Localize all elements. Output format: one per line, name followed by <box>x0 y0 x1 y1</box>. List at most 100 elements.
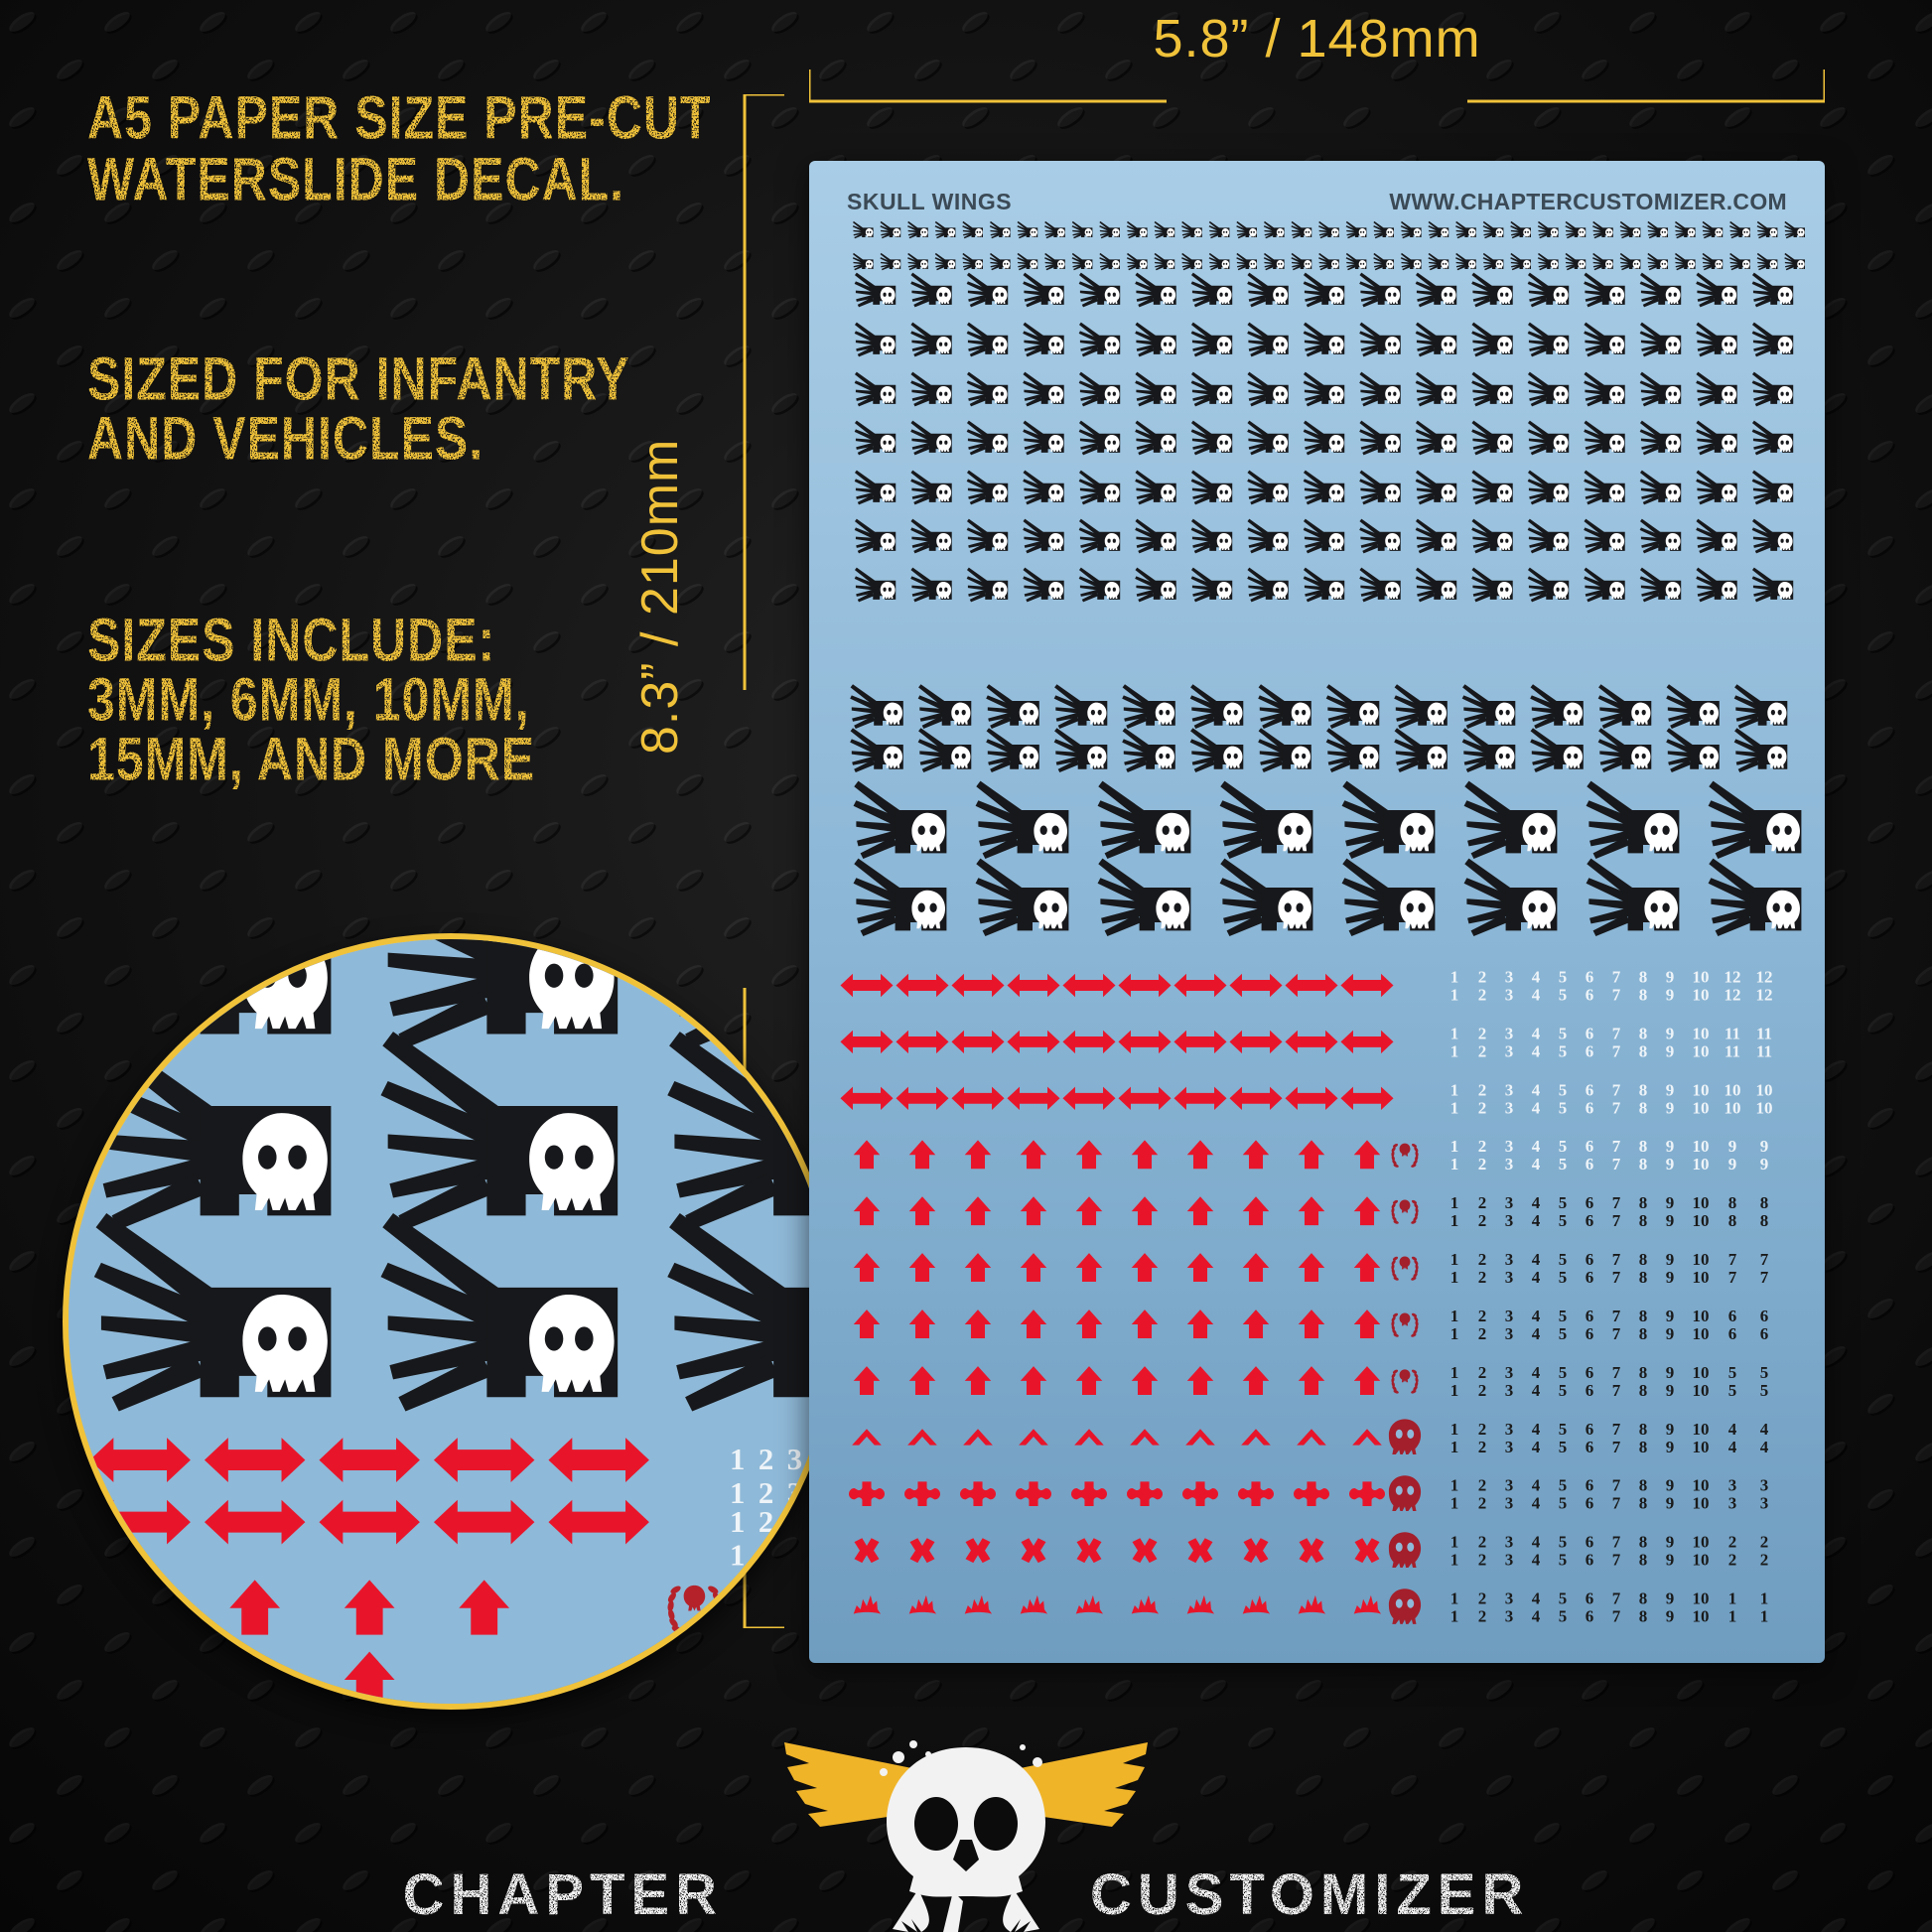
svg-text:10: 10 <box>1756 1098 1773 1117</box>
svg-text:6: 6 <box>1586 1155 1594 1173</box>
svg-text:1: 1 <box>1450 1324 1459 1343</box>
svg-text:8: 8 <box>1639 1533 1648 1552</box>
svg-text:2: 2 <box>1478 1211 1487 1230</box>
svg-text:10: 10 <box>1693 1080 1710 1099</box>
svg-text:6: 6 <box>1586 1137 1594 1156</box>
svg-text:6: 6 <box>1586 1533 1594 1552</box>
svg-text:4: 4 <box>1532 986 1541 1005</box>
svg-text:7: 7 <box>1612 1607 1621 1626</box>
svg-text:12: 12 <box>1725 986 1741 1005</box>
svg-text:2: 2 <box>759 1505 773 1539</box>
svg-text:7: 7 <box>1612 1494 1621 1513</box>
svg-text:3: 3 <box>1505 1324 1514 1343</box>
svg-text:7: 7 <box>1612 1041 1621 1060</box>
svg-text:5: 5 <box>1559 1137 1568 1156</box>
svg-text:7: 7 <box>1612 1363 1621 1382</box>
svg-text:4: 4 <box>1532 1193 1541 1212</box>
svg-text:10: 10 <box>1693 1041 1710 1060</box>
svg-text:4: 4 <box>1532 1041 1541 1060</box>
svg-text:3: 3 <box>1505 1268 1514 1287</box>
svg-text:6: 6 <box>1586 1363 1594 1382</box>
svg-text:9: 9 <box>1666 1041 1675 1060</box>
svg-text:10: 10 <box>1693 1098 1710 1117</box>
svg-text:10: 10 <box>1693 968 1710 987</box>
svg-text:2: 2 <box>1478 1551 1487 1570</box>
svg-text:9: 9 <box>1666 1307 1675 1325</box>
svg-text:7: 7 <box>1612 1250 1621 1269</box>
svg-text:5: 5 <box>1559 1363 1568 1382</box>
svg-text:2: 2 <box>1478 1381 1487 1400</box>
svg-text:3: 3 <box>1505 1250 1514 1269</box>
svg-text:3: 3 <box>1505 1476 1514 1495</box>
svg-text:2: 2 <box>1478 1080 1487 1099</box>
svg-text:3: 3 <box>1760 1494 1769 1513</box>
svg-text:9: 9 <box>1728 1155 1737 1173</box>
svg-text:5: 5 <box>1728 1381 1737 1400</box>
svg-text:6: 6 <box>1586 1193 1594 1212</box>
svg-text:7: 7 <box>1728 1250 1737 1269</box>
svg-text:2: 2 <box>1760 1551 1769 1570</box>
svg-text:4: 4 <box>1532 1438 1541 1456</box>
svg-text:10: 10 <box>1693 1137 1710 1156</box>
svg-text:10: 10 <box>1693 1420 1710 1439</box>
svg-text:3: 3 <box>1505 1155 1514 1173</box>
svg-text:7: 7 <box>1612 1155 1621 1173</box>
svg-text:6: 6 <box>1760 1307 1769 1325</box>
svg-text:8: 8 <box>1760 1193 1769 1212</box>
svg-text:9: 9 <box>1666 1551 1675 1570</box>
svg-text:1: 1 <box>1450 968 1459 987</box>
svg-text:3: 3 <box>1505 1363 1514 1382</box>
svg-text:3: 3 <box>1505 1137 1514 1156</box>
svg-text:7: 7 <box>1612 1098 1621 1117</box>
svg-text:1: 1 <box>1450 986 1459 1005</box>
svg-text:4: 4 <box>1532 1551 1541 1570</box>
svg-text:1: 1 <box>1728 1589 1737 1608</box>
svg-text:4: 4 <box>1728 1438 1737 1456</box>
svg-text:4: 4 <box>1532 1211 1541 1230</box>
svg-text:1: 1 <box>730 1505 745 1539</box>
svg-text:4: 4 <box>1532 1533 1541 1552</box>
svg-text:6: 6 <box>1586 1438 1594 1456</box>
svg-text:5: 5 <box>1559 1211 1568 1230</box>
svg-text:7: 7 <box>1612 1589 1621 1608</box>
svg-text:2: 2 <box>1478 1589 1487 1608</box>
svg-text:1: 1 <box>1450 1041 1459 1060</box>
svg-text:3: 3 <box>1505 1211 1514 1230</box>
svg-text:8: 8 <box>1639 1589 1648 1608</box>
svg-text:2: 2 <box>1478 968 1487 987</box>
svg-text:1: 1 <box>1450 1476 1459 1495</box>
svg-text:9: 9 <box>1666 1024 1675 1042</box>
svg-text:2: 2 <box>1728 1551 1737 1570</box>
svg-text:10: 10 <box>1725 1080 1741 1099</box>
svg-text:1: 1 <box>1450 1193 1459 1212</box>
svg-text:4: 4 <box>1760 1438 1769 1456</box>
svg-text:4: 4 <box>1532 1494 1541 1513</box>
svg-text:7: 7 <box>1612 968 1621 987</box>
svg-text:10: 10 <box>1756 1080 1773 1099</box>
svg-text:5: 5 <box>1559 1098 1568 1117</box>
svg-text:6: 6 <box>1586 1098 1594 1117</box>
svg-text:3: 3 <box>1728 1494 1737 1513</box>
svg-text:3: 3 <box>1505 1533 1514 1552</box>
svg-text:7: 7 <box>1612 1024 1621 1042</box>
svg-text:1: 1 <box>1450 1137 1459 1156</box>
svg-text:1: 1 <box>1450 1420 1459 1439</box>
svg-text:7: 7 <box>1612 1137 1621 1156</box>
svg-text:6: 6 <box>1586 1024 1594 1042</box>
svg-text:6: 6 <box>1586 1250 1594 1269</box>
svg-text:6: 6 <box>1586 1307 1594 1325</box>
svg-text:5: 5 <box>1559 1307 1568 1325</box>
svg-text:9: 9 <box>1666 986 1675 1005</box>
svg-text:9: 9 <box>1666 1494 1675 1513</box>
svg-text:6: 6 <box>1586 1080 1594 1099</box>
svg-text:3: 3 <box>1505 1420 1514 1439</box>
svg-text:7: 7 <box>1612 1476 1621 1495</box>
svg-text:2: 2 <box>1478 1494 1487 1513</box>
svg-text:10: 10 <box>1693 986 1710 1005</box>
svg-text:5: 5 <box>1559 986 1568 1005</box>
svg-text:4: 4 <box>1532 1381 1541 1400</box>
svg-text:1: 1 <box>1450 1363 1459 1382</box>
svg-text:6: 6 <box>1760 1324 1769 1343</box>
svg-text:3: 3 <box>1728 1476 1737 1495</box>
svg-text:2: 2 <box>1760 1533 1769 1552</box>
